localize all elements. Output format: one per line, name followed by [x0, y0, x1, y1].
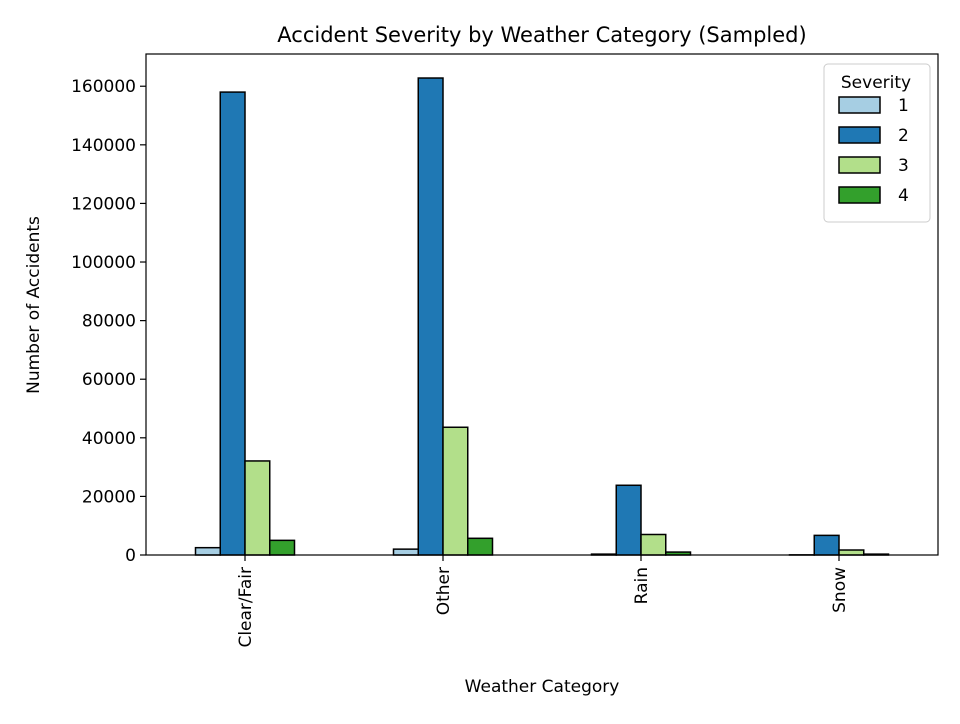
bar-rain-severity-3 — [641, 534, 666, 555]
bar-snow-severity-3 — [839, 550, 864, 555]
bar-clear-fair-severity-1 — [196, 548, 221, 555]
x-tick-label: Rain — [632, 567, 652, 604]
y-tick-label: 0 — [125, 546, 136, 566]
x-tick-label: Snow — [830, 567, 850, 613]
bar-clear-fair-severity-3 — [245, 461, 270, 555]
x-tick-label: Clear/Fair — [236, 567, 256, 648]
y-tick-label: 20000 — [82, 487, 136, 507]
bar-other-severity-1 — [394, 549, 419, 555]
bar-other-severity-4 — [468, 538, 493, 555]
legend-title: Severity — [841, 73, 911, 93]
legend-swatch-1 — [839, 97, 880, 113]
legend-swatch-3 — [839, 157, 880, 173]
x-axis-label: Weather Category — [465, 677, 620, 697]
bar-snow-severity-2 — [814, 535, 839, 555]
y-tick-label: 140000 — [71, 136, 136, 156]
bar-clear-fair-severity-4 — [270, 540, 295, 555]
bar-clear-fair-severity-2 — [220, 92, 245, 555]
y-tick-label: 100000 — [71, 253, 136, 273]
legend-label-1: 1 — [898, 96, 909, 116]
y-axis-label: Number of Accidents — [24, 216, 44, 394]
y-tick-label: 120000 — [71, 194, 136, 214]
legend-label-4: 4 — [898, 186, 909, 206]
y-ticks-group: 0 20000 40000 60000 80000 100000 120000 140000 1… — [71, 77, 146, 566]
bar-other-severity-2 — [418, 78, 443, 555]
legend-label-2: 2 — [898, 126, 909, 146]
legend-swatch-4 — [839, 187, 880, 203]
legend-swatch-2 — [839, 127, 880, 143]
y-tick-label: 160000 — [71, 77, 136, 97]
y-tick-label: 60000 — [82, 370, 136, 390]
y-tick-label: 40000 — [82, 429, 136, 449]
y-tick-label: 80000 — [82, 312, 136, 332]
bar-other-severity-3 — [443, 427, 468, 555]
bar-rain-severity-2 — [616, 485, 641, 555]
chart-title: Accident Severity by Weather Category (S… — [277, 23, 806, 47]
x-tick-label: Other — [434, 567, 454, 615]
legend-label-3: 3 — [898, 156, 909, 176]
legend: Severity 1 2 3 4 — [824, 64, 930, 222]
